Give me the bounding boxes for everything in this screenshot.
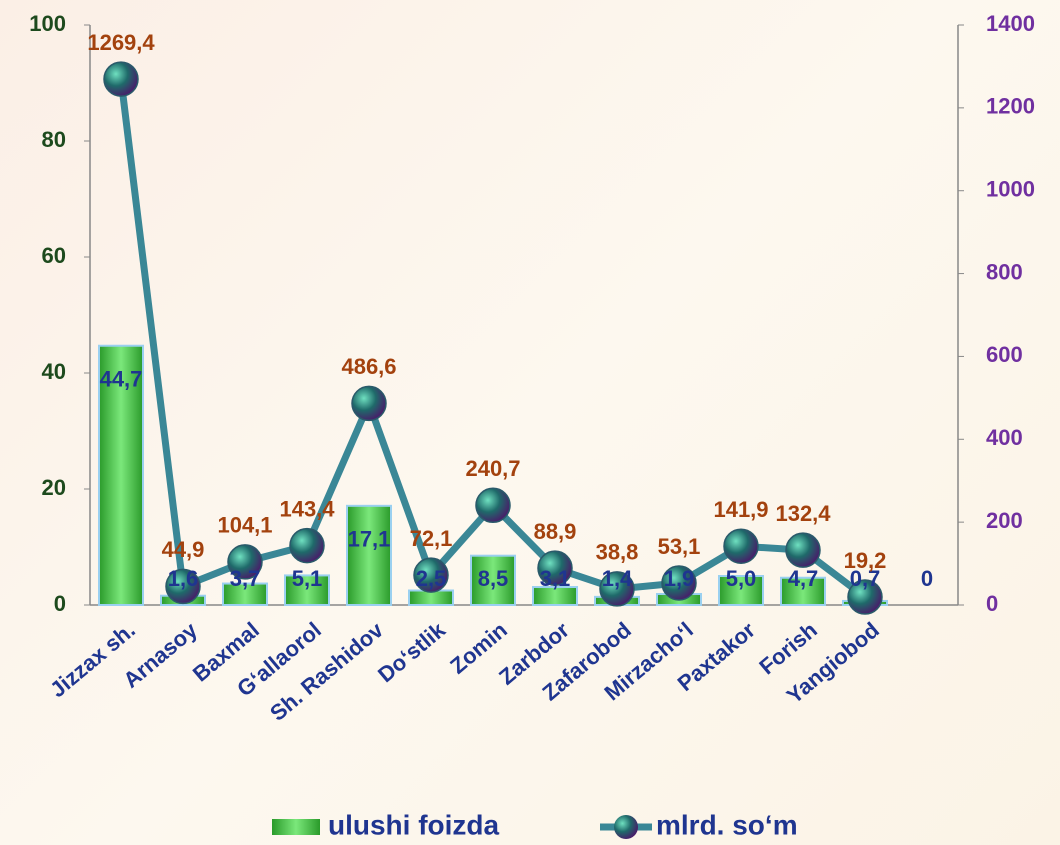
y2-tick-label: 1400	[986, 11, 1035, 36]
bar-label: 4,7	[788, 566, 819, 591]
bar-label: 5,0	[726, 566, 757, 591]
bar	[470, 554, 516, 607]
legend-label: mlrd. so‘m	[656, 809, 798, 840]
line-marker	[847, 579, 883, 615]
bar	[346, 504, 392, 607]
line-marker	[227, 544, 263, 580]
bar	[718, 575, 764, 606]
bar	[222, 582, 268, 606]
line-label: 44,9	[162, 537, 205, 562]
bar-label: 17,1	[348, 527, 391, 552]
line-marker	[537, 550, 573, 586]
bar-label: 0	[921, 566, 933, 591]
line-label: 19,2	[844, 548, 887, 573]
line-label: 141,9	[713, 497, 768, 522]
line-marker	[723, 528, 759, 564]
y2-tick-label: 600	[986, 342, 1023, 367]
bar-label: 3,1	[540, 566, 571, 591]
line-marker	[661, 565, 697, 601]
bar-label: 2,5	[416, 566, 447, 591]
bar	[532, 586, 578, 607]
y-tick-label: 60	[42, 243, 66, 268]
line-label: 143,4	[279, 496, 335, 521]
y-tick-label: 0	[54, 591, 66, 616]
line-marker	[599, 571, 635, 607]
line-label: 88,9	[534, 519, 577, 544]
line-label: 1269,4	[87, 30, 155, 55]
bar	[780, 576, 826, 606]
bar-label: 5,1	[292, 566, 323, 591]
bar-label: 1,6	[168, 566, 199, 591]
line-label: 53,1	[658, 534, 701, 559]
bar	[284, 574, 330, 606]
line-label: 132,4	[775, 501, 831, 526]
line-marker	[475, 487, 511, 524]
legend-label: ulushi foizda	[328, 809, 500, 840]
line-label: 38,8	[596, 540, 639, 565]
bar	[98, 344, 144, 606]
y2-tick-label: 1200	[986, 94, 1035, 119]
y2-tick-label: 0	[986, 591, 998, 616]
line-label: 240,7	[465, 456, 520, 481]
y-tick-label: 20	[42, 475, 66, 500]
line-marker	[351, 385, 387, 422]
bar-label: 3,7	[230, 566, 261, 591]
line-marker	[103, 61, 139, 97]
bar-label: 1,4	[602, 566, 633, 591]
line-label: 486,6	[341, 354, 396, 379]
line-marker	[289, 527, 325, 564]
line-marker	[165, 568, 201, 605]
legend-swatch	[614, 815, 638, 839]
x-tick-label: Jizzax sh.	[45, 617, 140, 702]
y2-tick-label: 400	[986, 425, 1023, 450]
line-marker	[413, 557, 449, 593]
line-marker	[785, 532, 821, 568]
x-tick-label: Do‘stlik	[373, 617, 451, 688]
bar-label: 44,7	[100, 367, 143, 392]
y2-tick-label: 800	[986, 259, 1023, 284]
line-label: 72,1	[410, 526, 453, 551]
bar-label: 8,5	[478, 566, 509, 591]
y-tick-label: 40	[42, 359, 66, 384]
bar-label: 1,9	[664, 566, 695, 591]
y2-tick-label: 200	[986, 508, 1023, 533]
legend-swatch	[272, 819, 320, 835]
bar-label: 0,7	[850, 566, 881, 591]
line-label: 104,1	[217, 513, 272, 538]
y-tick-label: 100	[29, 11, 66, 36]
y2-tick-label: 1000	[986, 177, 1035, 202]
y-tick-label: 80	[42, 127, 66, 152]
